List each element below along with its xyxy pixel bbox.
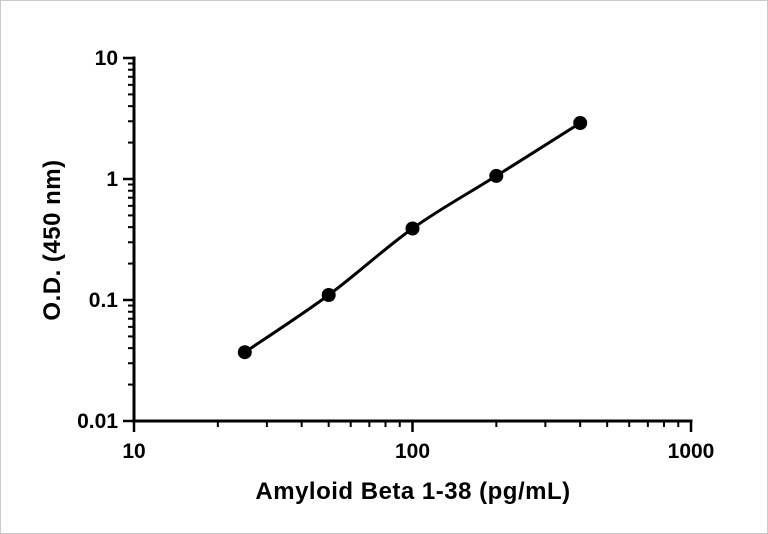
y-tick-label: 10 xyxy=(95,47,118,70)
y-tick-label: 1 xyxy=(106,168,118,191)
data-point xyxy=(573,116,588,130)
y-tick-label: 0.01 xyxy=(77,410,118,433)
x-tick-label: 1000 xyxy=(668,440,715,463)
standard-curve-line xyxy=(243,121,582,354)
x-tick-label: 10 xyxy=(122,440,145,463)
x-tick-label: 100 xyxy=(395,440,430,463)
data-point xyxy=(405,221,420,236)
data-point xyxy=(321,288,336,302)
data-point xyxy=(237,345,252,360)
y-tick-label: 0.1 xyxy=(89,289,119,312)
axis-spines xyxy=(132,56,693,423)
x-axis-label: Amyloid Beta 1-38 (pg/mL) xyxy=(255,478,571,505)
data-point xyxy=(489,168,504,183)
y-axis-label: O.D. (450 nm) xyxy=(39,159,66,321)
